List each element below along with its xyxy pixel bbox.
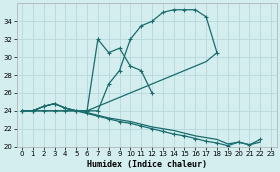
X-axis label: Humidex (Indice chaleur): Humidex (Indice chaleur) [87, 159, 207, 169]
